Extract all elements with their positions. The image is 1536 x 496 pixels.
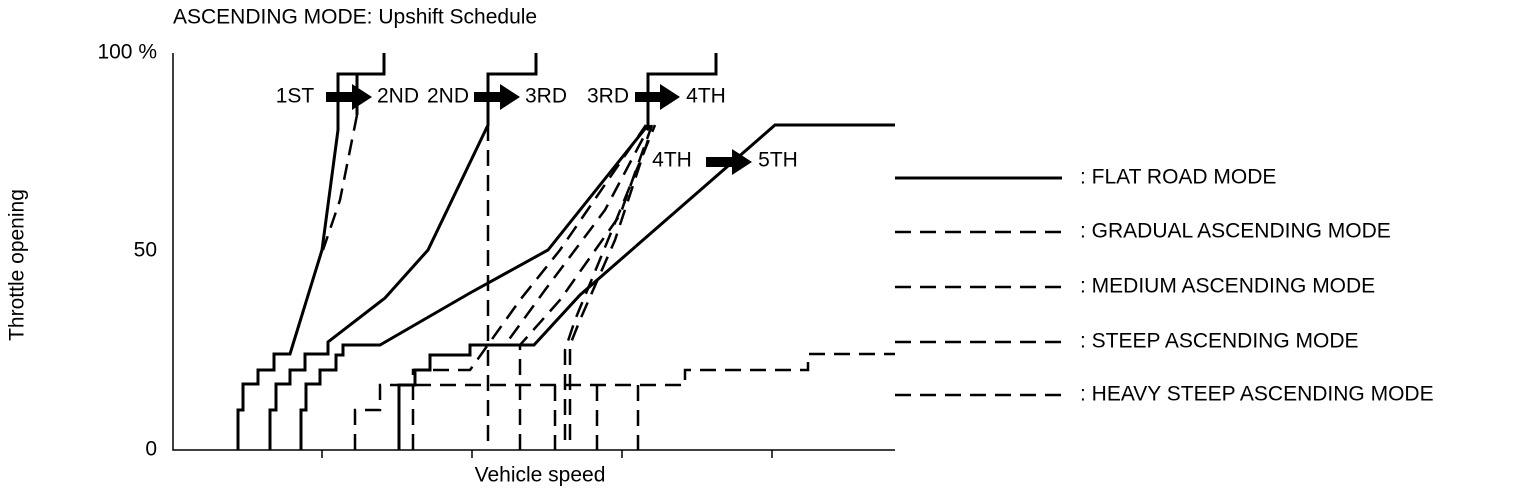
y-axis-label: Throttle opening [6, 189, 29, 341]
shift-arrows [326, 84, 752, 175]
y-tick-label: 100 % [97, 41, 157, 64]
shift-from: 4TH [652, 149, 692, 172]
shift-to: 5TH [758, 149, 798, 172]
shift-from: 3RD [587, 85, 629, 108]
x-axis-label: Vehicle speed [475, 464, 606, 487]
shift-from: 1ST [276, 85, 315, 108]
axes [172, 53, 895, 458]
solid-curves [236, 53, 895, 450]
legend [895, 176, 1062, 397]
legend-label: : FLAT ROAD MODE [1080, 166, 1276, 189]
y-tick-label: 0 [145, 438, 157, 461]
shift-to: 3RD [525, 85, 567, 108]
shift-from: 2ND [427, 85, 469, 108]
y-tick-label: 50 [134, 239, 157, 262]
legend-label: : HEAVY STEEP ASCENDING MODE [1080, 383, 1434, 406]
shift-to: 2ND [377, 85, 419, 108]
shift-to: 4TH [686, 85, 726, 108]
title: ASCENDING MODE: Upshift Schedule [173, 6, 537, 29]
dashed-curves [321, 114, 895, 450]
legend-label: : GRADUAL ASCENDING MODE [1080, 220, 1391, 243]
legend-label: : STEEP ASCENDING MODE [1080, 330, 1359, 353]
legend-label: : MEDIUM ASCENDING MODE [1080, 275, 1375, 298]
